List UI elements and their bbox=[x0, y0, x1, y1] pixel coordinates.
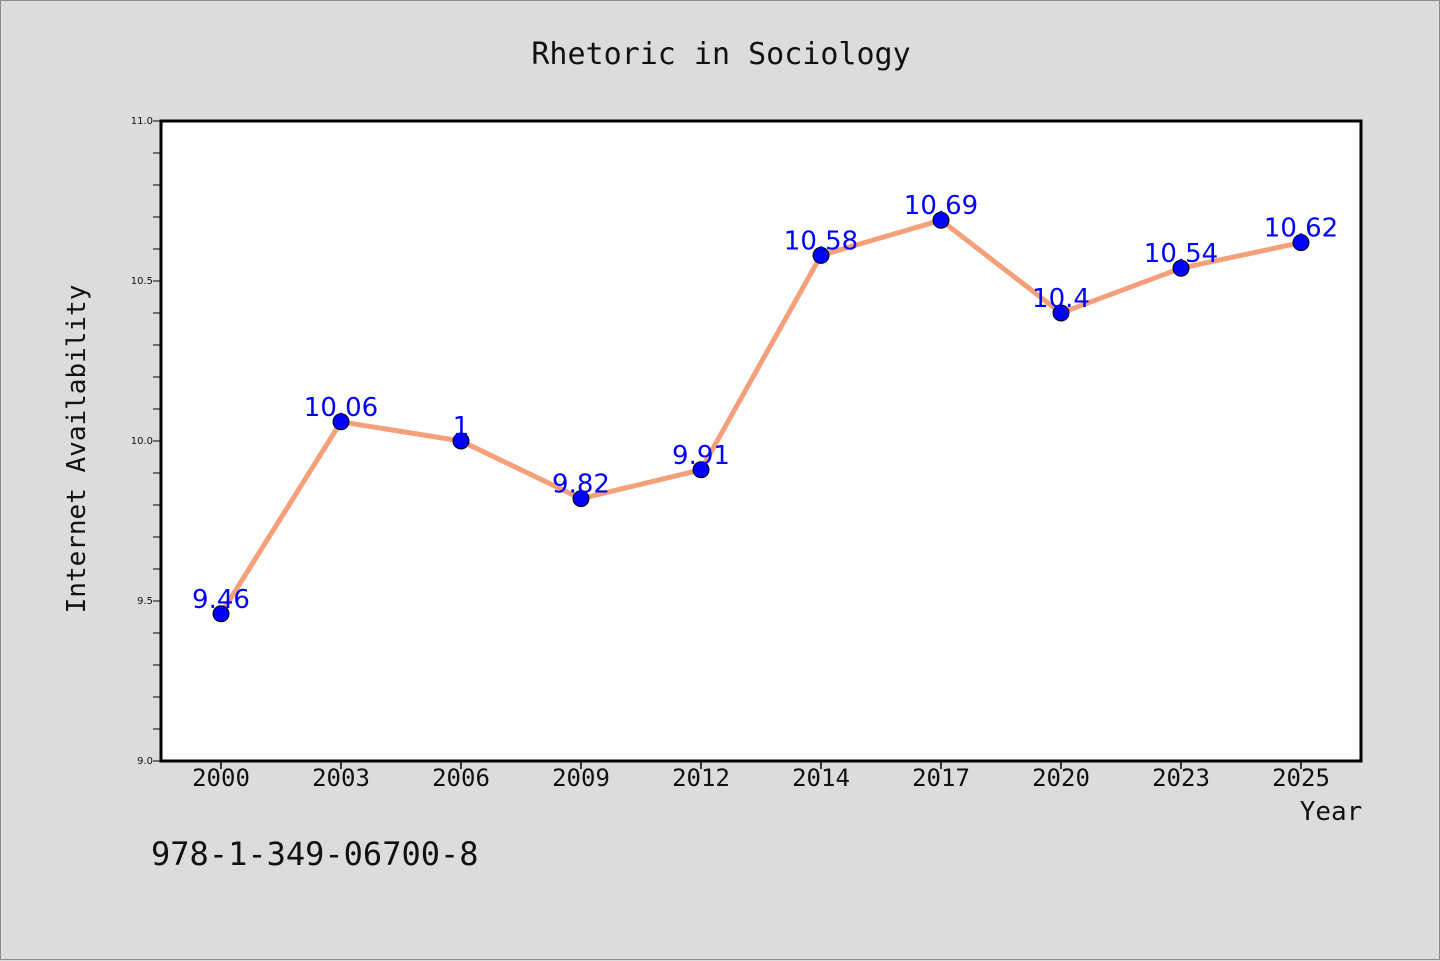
data-label: 10.62 bbox=[1264, 214, 1338, 244]
y-minor-ticks bbox=[153, 120, 161, 762]
data-label: 9.91 bbox=[672, 441, 730, 471]
plot-area bbox=[159, 119, 1363, 763]
data-label: 1 bbox=[453, 412, 470, 442]
series-line-group bbox=[218, 217, 1304, 617]
x-tick-label: 2000 bbox=[192, 764, 250, 792]
data-label: 9.82 bbox=[552, 470, 610, 500]
data-label: 10.06 bbox=[304, 393, 378, 423]
y-tick-label: 10.5 bbox=[131, 276, 153, 287]
x-tick-label: 2003 bbox=[312, 764, 370, 792]
data-label: 10.4 bbox=[1032, 284, 1090, 314]
y-tick-label: 9.0 bbox=[137, 756, 153, 767]
data-point bbox=[1292, 234, 1310, 252]
x-tick-label: 2009 bbox=[552, 764, 610, 792]
data-labels: 9.46 10.06 1 9.82 9.91 10.58 10.69 10.4 10.54 10.… bbox=[192, 191, 1338, 615]
data-point bbox=[1052, 304, 1070, 322]
y-tick-label: 11.0 bbox=[131, 116, 153, 127]
data-label: 10.54 bbox=[1144, 239, 1218, 269]
y-tick-label: 10.0 bbox=[131, 436, 153, 447]
x-tick-label: 2006 bbox=[432, 764, 490, 792]
x-tick-label: 2012 bbox=[672, 764, 730, 792]
data-point bbox=[212, 605, 230, 623]
data-point bbox=[692, 461, 710, 479]
data-label: 10.58 bbox=[784, 226, 858, 256]
x-axis-ticks: 2000 2003 2006 2009 2012 2014 2017 2020 2023 2025 bbox=[192, 761, 1330, 792]
x-tick-label: 2017 bbox=[912, 764, 970, 792]
x-tick-label: 2023 bbox=[1152, 764, 1210, 792]
data-point bbox=[572, 490, 590, 508]
chart-title: Rhetoric in Sociology bbox=[531, 37, 910, 72]
x-axis-label: Year bbox=[1300, 797, 1363, 827]
data-point bbox=[332, 413, 350, 431]
x-tick-label: 2025 bbox=[1272, 764, 1330, 792]
y-axis-ticks: 9.0 9.5 10.0 10.5 11.0 bbox=[131, 116, 153, 767]
y-tick-label: 9.5 bbox=[137, 596, 153, 607]
isbn-footnote: 978-1-349-06700-8 bbox=[151, 835, 479, 873]
data-label: 9.46 bbox=[192, 585, 250, 615]
x-tick-label: 2014 bbox=[792, 764, 850, 792]
data-point bbox=[812, 246, 830, 264]
data-label: 10.69 bbox=[904, 191, 978, 221]
series-markers bbox=[212, 211, 1310, 623]
x-tick-label: 2020 bbox=[1032, 764, 1090, 792]
data-point bbox=[932, 211, 950, 229]
data-point bbox=[452, 432, 470, 450]
y-axis-label: Internet Availability bbox=[62, 285, 92, 614]
series-line bbox=[218, 217, 1304, 617]
data-point bbox=[1172, 259, 1190, 277]
